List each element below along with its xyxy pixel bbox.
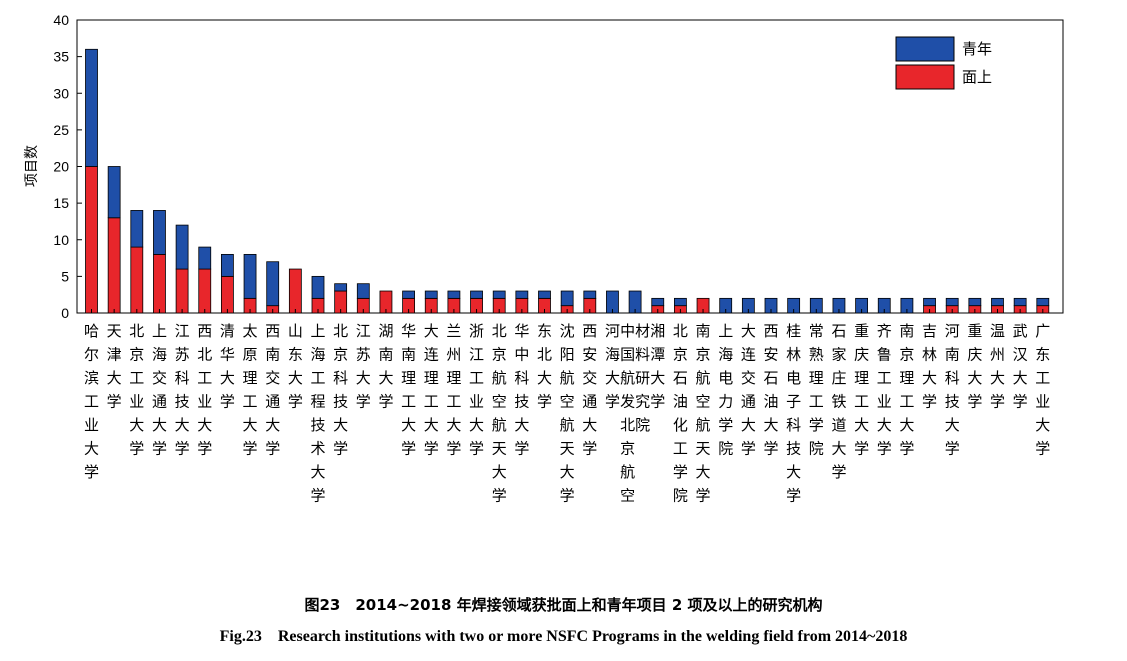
bar-qingnian xyxy=(492,290,506,299)
x-category-label: 重庆理工大学 xyxy=(854,322,869,458)
bar-qingnian xyxy=(945,297,959,307)
bar-qingnian xyxy=(266,261,280,307)
x-category-label: 北京科技大学 xyxy=(333,322,348,458)
bar-mianshang xyxy=(198,268,212,314)
x-category-label: 武汉大学 xyxy=(1013,322,1028,411)
bar-qingnian xyxy=(1013,297,1027,307)
x-category-label: 上海工程技术大学 xyxy=(310,322,325,505)
x-category-label: 清华大学 xyxy=(220,322,235,411)
x-category-label: 兰州理工大学 xyxy=(446,322,461,458)
bar-qingnian xyxy=(991,297,1004,307)
x-category-label: 浙江工业大学 xyxy=(469,322,484,458)
figure-caption-chinese: 图23 2014~2018 年焊接领域获批面上和青年项目 2 项及以上的研究机构 xyxy=(304,596,823,614)
y-tick-label: 30 xyxy=(53,85,69,101)
x-category-label: 重庆大学 xyxy=(967,322,982,411)
bar-qingnian xyxy=(560,290,574,307)
y-tick-label: 0 xyxy=(61,305,69,321)
x-category-label: 南京理工大学 xyxy=(899,322,914,458)
legend-swatch-qingnian xyxy=(895,36,955,62)
bar-qingnian xyxy=(424,290,438,299)
y-axis-label: 项目数 xyxy=(24,145,40,187)
bar-qingnian xyxy=(243,253,257,299)
bar-qingnian xyxy=(153,210,166,255)
x-category-label: 太原理工大学 xyxy=(243,322,258,458)
x-category-label: 石家庄铁道大学 xyxy=(831,322,846,481)
legend-label-qingnian: 青年 xyxy=(962,40,992,58)
bar-qingnian xyxy=(85,48,98,167)
bar-qingnian xyxy=(175,224,189,270)
bar-qingnian xyxy=(515,290,529,299)
x-category-label: 湖南大学 xyxy=(378,322,393,411)
x-category-label: 上海交通大学 xyxy=(152,322,167,458)
bar-mianshang xyxy=(153,253,166,314)
x-category-label: 上海电力学院 xyxy=(718,322,733,458)
bar-qingnian xyxy=(107,166,121,219)
x-category-label: 西安石油大学 xyxy=(763,322,778,458)
bar-mianshang xyxy=(130,246,144,314)
bar-qingnian xyxy=(220,253,234,277)
bar-qingnian xyxy=(583,290,597,299)
x-category-label: 山东大学 xyxy=(288,322,303,411)
x-category-label: 河南科技大学 xyxy=(945,322,960,458)
bar-qingnian xyxy=(198,246,212,270)
legend-swatch-mianshang xyxy=(895,64,955,90)
bar-qingnian xyxy=(674,297,687,307)
x-category-label: 大连理工大学 xyxy=(424,322,439,458)
x-category-label: 广东工业大学 xyxy=(1035,322,1050,458)
figure-caption-english: Fig.23 Research institutions with two or… xyxy=(219,628,908,645)
bar-qingnian xyxy=(1036,297,1050,307)
bar-qingnian xyxy=(470,290,483,299)
x-category-label: 中国航发北京航空材料研究院 xyxy=(620,322,650,505)
y-tick-label: 20 xyxy=(53,159,69,175)
x-category-label: 沈阳航空航天大学 xyxy=(560,322,575,505)
x-category-label: 大连交通大学 xyxy=(741,322,756,458)
x-category-label: 北京航空航天大学 xyxy=(492,322,507,505)
x-category-label: 江苏科技大学 xyxy=(175,322,190,458)
x-category-label: 华中科技大学 xyxy=(514,322,529,458)
x-category-label: 河海大学 xyxy=(605,322,620,411)
bar-qingnian xyxy=(311,275,325,299)
x-category-label: 天津大学 xyxy=(107,322,122,411)
x-category-label: 华南理工大学 xyxy=(401,322,416,458)
bar-qingnian xyxy=(968,297,982,307)
bar-qingnian xyxy=(538,290,551,299)
y-tick-label: 40 xyxy=(53,12,69,28)
y-tick-label: 15 xyxy=(53,195,69,211)
bar-mianshang xyxy=(85,166,98,314)
bar-qingnian xyxy=(334,283,348,292)
bar-qingnian xyxy=(130,210,144,248)
x-category-label: 西北工业大学 xyxy=(197,322,212,458)
x-category-label: 齐鲁工业大学 xyxy=(877,322,892,458)
bar-qingnian xyxy=(356,283,370,299)
bar-qingnian xyxy=(923,297,936,307)
y-tick-label: 25 xyxy=(53,122,69,138)
x-category-label: 西南交通大学 xyxy=(265,322,280,458)
x-category-label: 哈尔滨工业大学 xyxy=(84,322,99,481)
bar-qingnian xyxy=(651,297,665,307)
y-tick-label: 35 xyxy=(53,49,69,65)
x-category-label: 吉林大学 xyxy=(922,322,937,411)
y-tick-label: 5 xyxy=(61,268,69,284)
y-tick-label: 10 xyxy=(53,232,69,248)
x-category-label: 北京工业大学 xyxy=(129,322,144,458)
x-category-label: 江苏大学 xyxy=(356,322,371,411)
x-category-label: 常熟理工学院 xyxy=(809,322,824,458)
x-category-label: 温州大学 xyxy=(990,322,1005,411)
chart: 0 5 10 15 20 25 30 35 40 项目数哈尔滨工业大学天津大学北京工业大学上海交通… xyxy=(24,12,1064,505)
x-category-label: 湘潭大学 xyxy=(650,322,665,411)
x-category-label: 东北大学 xyxy=(537,322,552,411)
bar-qingnian xyxy=(402,290,416,299)
x-category-label: 西安交通大学 xyxy=(582,322,597,458)
bar-qingnian xyxy=(447,290,461,299)
legend-label-mianshang: 面上 xyxy=(962,68,992,86)
x-category-label: 南京航空航天大学 xyxy=(696,322,711,505)
bar-mianshang xyxy=(175,268,189,314)
bar-mianshang xyxy=(220,275,234,314)
bar-mianshang xyxy=(288,268,302,314)
x-category-label: 北京石油化工学院 xyxy=(673,322,688,505)
bar-mianshang xyxy=(107,217,121,314)
x-category-label: 桂林电子科技大学 xyxy=(786,322,801,505)
